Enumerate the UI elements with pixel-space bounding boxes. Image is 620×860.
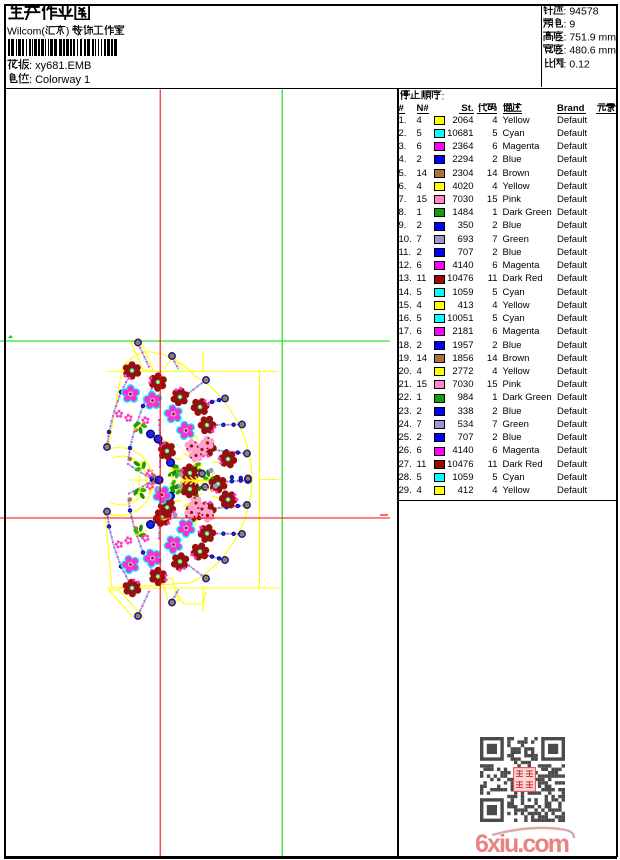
svg-text:6xiu.com: 6xiu.com <box>475 830 570 858</box>
